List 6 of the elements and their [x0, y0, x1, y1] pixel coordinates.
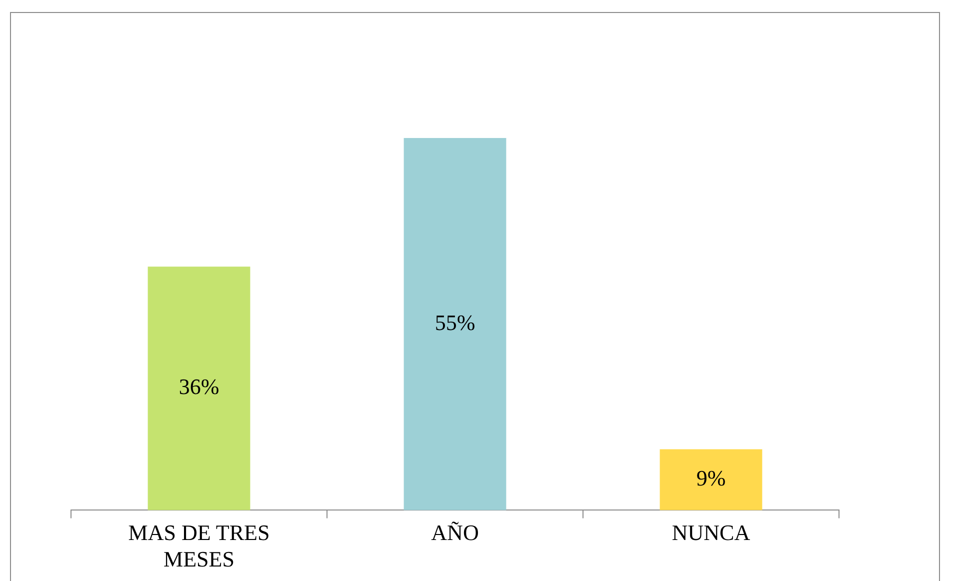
data-label: 55% — [434, 310, 476, 335]
x-tick-label: NUNCA — [672, 520, 750, 546]
data-label: 36% — [178, 374, 220, 400]
x-tick-label: MAS DE TRES MESES — [128, 520, 270, 572]
x-tick-label: AÑO — [431, 520, 479, 546]
data-label: 9% — [696, 466, 726, 491]
